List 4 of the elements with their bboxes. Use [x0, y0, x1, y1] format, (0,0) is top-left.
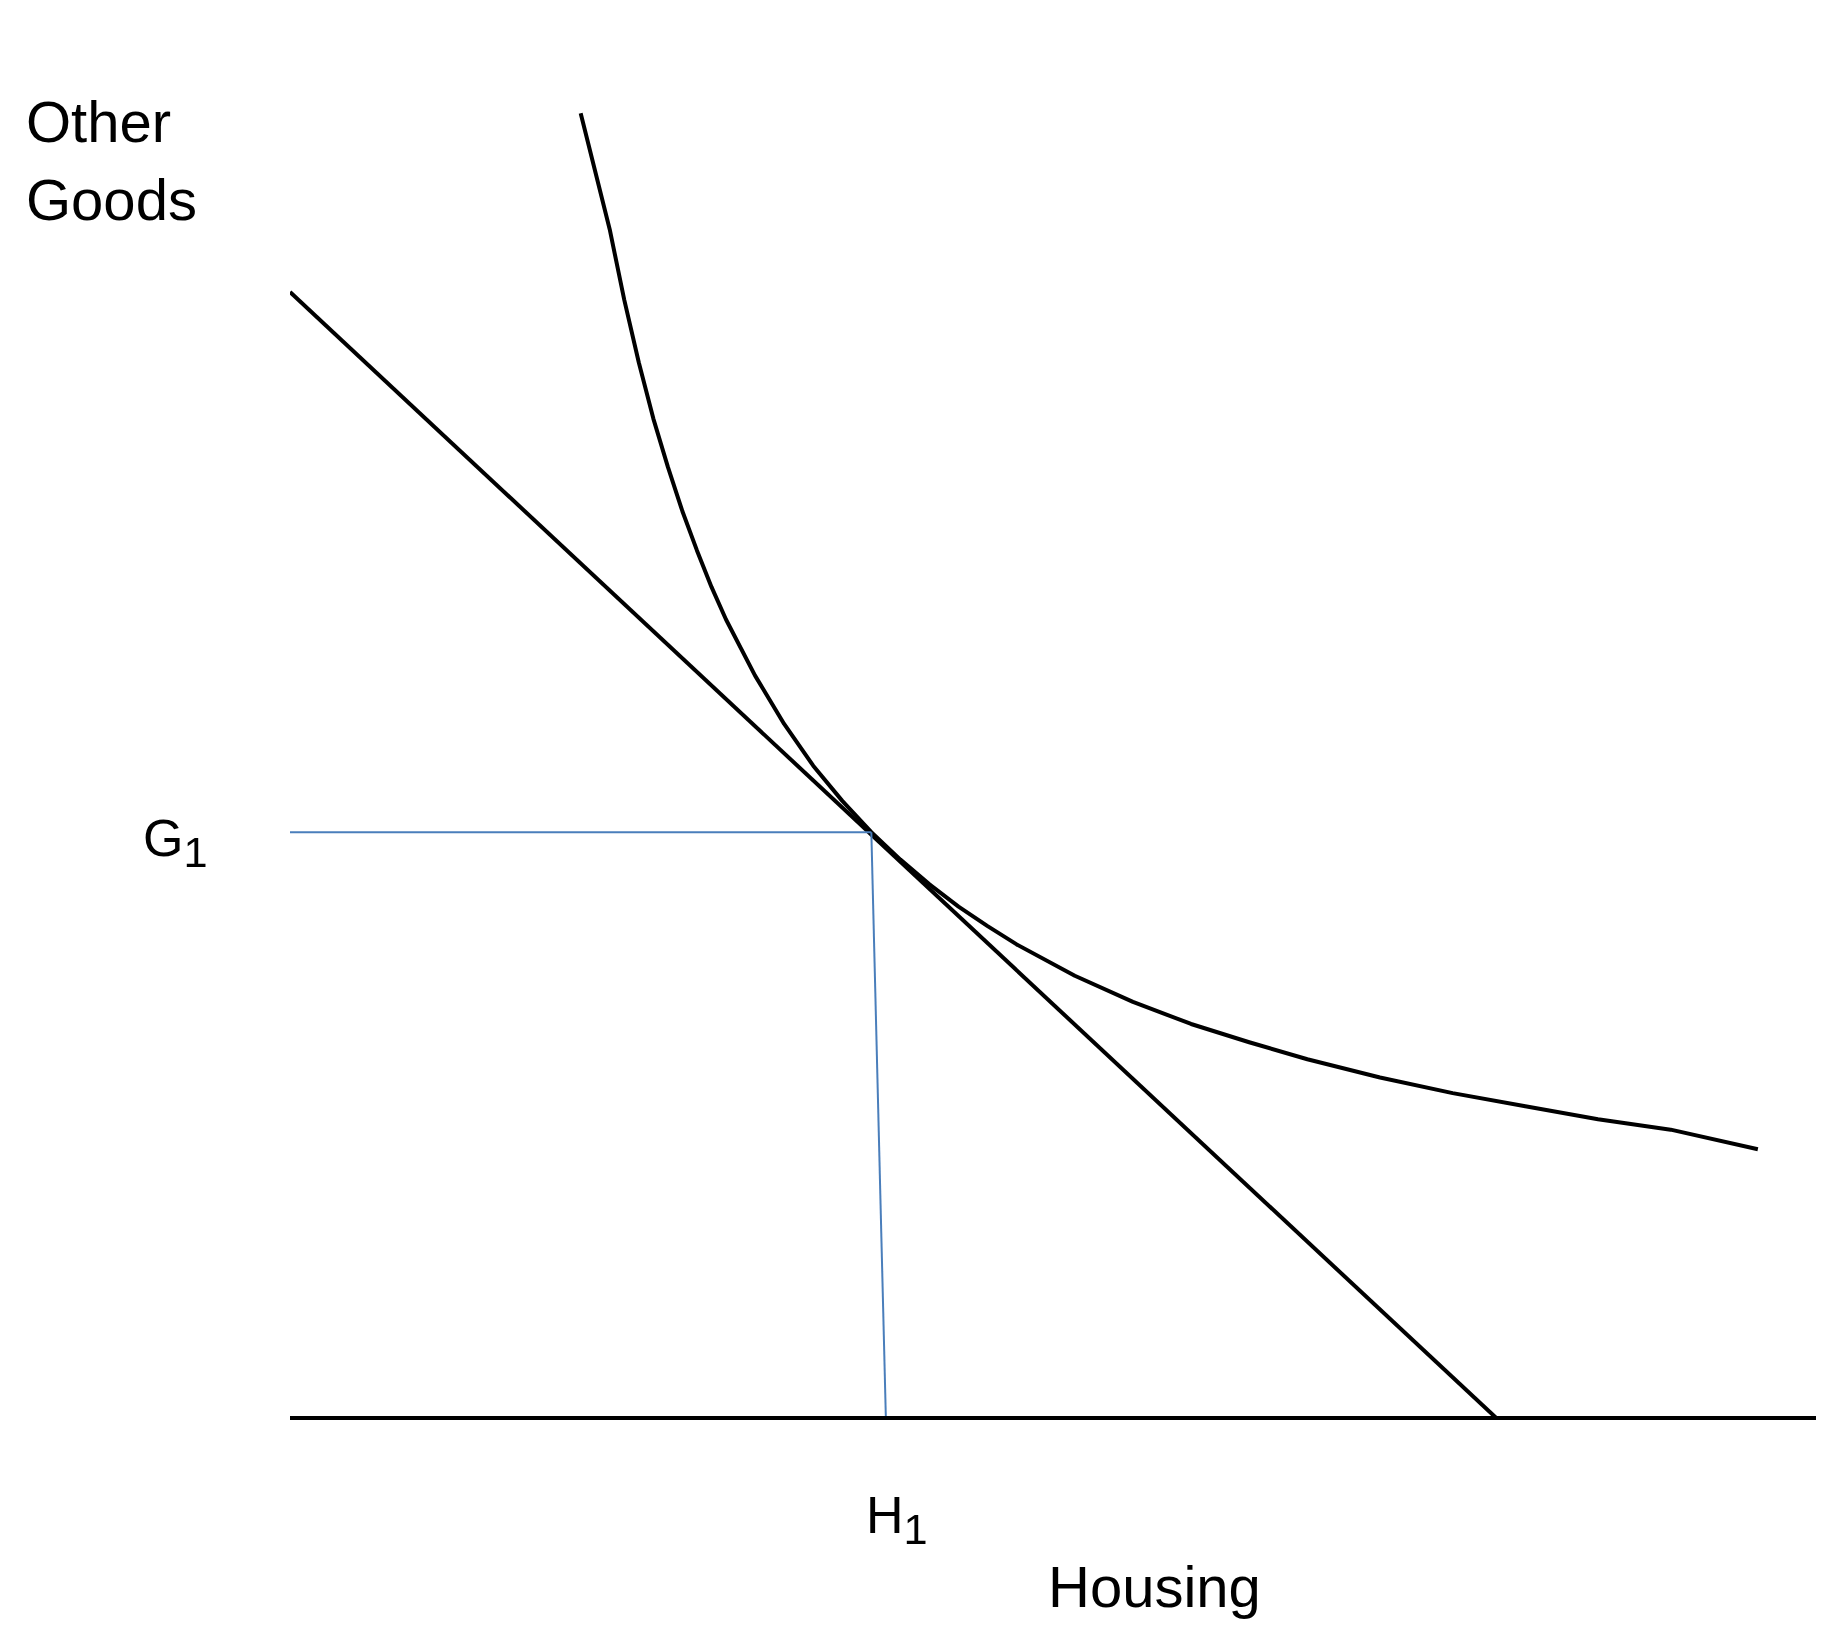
text: H$_{1}$: [866, 1485, 928, 1555]
text: G$_{1}$: [143, 808, 208, 878]
x-axis-title: Housing: [1048, 1553, 1261, 1620]
y-axis-title: Other Goods: [26, 88, 197, 234]
